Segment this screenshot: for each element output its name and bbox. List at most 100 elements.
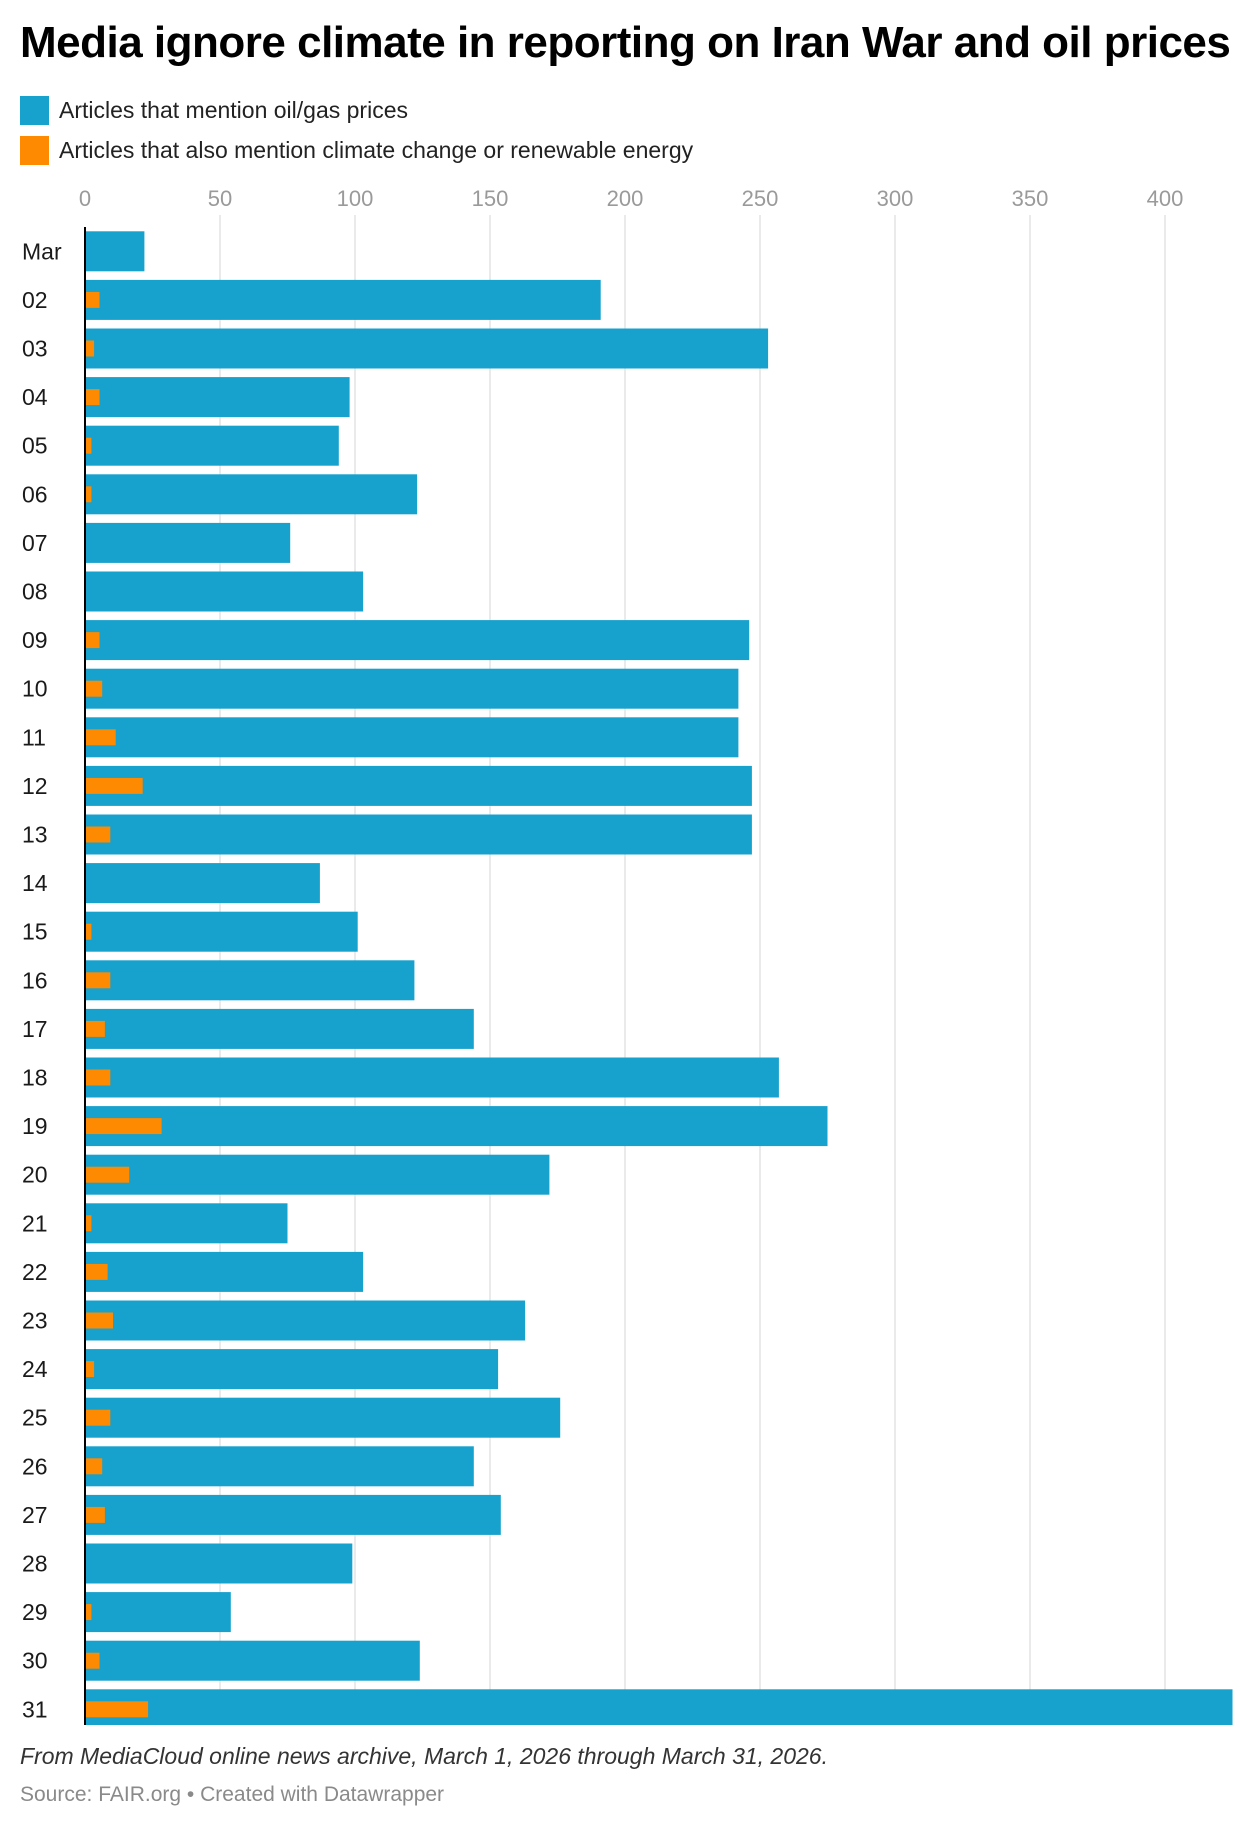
x-tick-label-0: 0 xyxy=(79,186,91,211)
bar-oil-26 xyxy=(85,1446,474,1487)
legend-swatch-oil xyxy=(20,95,49,125)
bar-climate-16 xyxy=(86,972,111,989)
bar-climate-06 xyxy=(86,486,92,503)
bar-oil-08 xyxy=(85,571,364,612)
bar-climate-29 xyxy=(86,1604,92,1621)
x-tick-label-200: 200 xyxy=(607,186,644,211)
category-label-11: 11 xyxy=(22,724,46,750)
chart-notes: From MediaCloud online news archive, Mar… xyxy=(20,1743,828,1769)
category-label-23: 23 xyxy=(22,1308,48,1334)
bar-climate-27 xyxy=(86,1506,105,1523)
x-tick-label-350: 350 xyxy=(1012,186,1049,211)
bar-oil-18 xyxy=(85,1057,779,1098)
bar-oil-21 xyxy=(85,1203,288,1244)
bar-climate-04 xyxy=(86,389,100,406)
bar-oil-15 xyxy=(85,911,358,952)
category-label-07: 07 xyxy=(22,530,48,556)
category-label-14: 14 xyxy=(22,870,48,896)
category-label-22: 22 xyxy=(22,1259,48,1285)
bar-oil-19 xyxy=(85,1106,828,1147)
bar-oil-16 xyxy=(85,960,415,1001)
bar-oil-29 xyxy=(85,1592,231,1633)
bar-climate-15 xyxy=(86,923,92,940)
bar-climate-17 xyxy=(86,1020,105,1037)
bar-climate-31 xyxy=(86,1701,149,1718)
bar-oil-11 xyxy=(85,717,739,758)
category-label-30: 30 xyxy=(22,1648,48,1674)
bar-oil-14 xyxy=(85,863,320,904)
bar-chart: 0 50 100 150 200 250 300 350 400 Mar 02 03 04 05 06 07 0… xyxy=(22,186,1233,1725)
x-tick-label-250: 250 xyxy=(742,186,779,211)
bar-oil-10 xyxy=(85,668,739,709)
category-label-29: 29 xyxy=(22,1599,48,1625)
category-label-21: 21 xyxy=(22,1210,48,1236)
legend-item-oil: Articles that mention oil/gas prices xyxy=(20,90,693,130)
bar-oil-25 xyxy=(85,1397,561,1438)
category-label-02: 02 xyxy=(22,287,48,313)
bar-oil-06 xyxy=(85,474,418,515)
bar-climate-02 xyxy=(86,291,100,308)
category-label-18: 18 xyxy=(22,1065,48,1091)
bar-climate-21 xyxy=(86,1215,92,1232)
bar-oil-17 xyxy=(85,1008,474,1049)
legend-label-oil: Articles that mention oil/gas prices xyxy=(59,96,408,123)
bar-climate-19 xyxy=(86,1118,162,1135)
bar-climate-09 xyxy=(86,632,100,649)
bar-oil-30 xyxy=(85,1640,420,1681)
bar-climate-10 xyxy=(86,680,103,697)
bar-climate-26 xyxy=(86,1458,103,1475)
category-label-03: 03 xyxy=(22,336,48,362)
bar-climate-05 xyxy=(86,437,92,454)
bar-oil-Mar xyxy=(85,231,145,272)
bar-oil-03 xyxy=(85,328,769,369)
legend: Articles that mention oil/gas prices Art… xyxy=(20,90,693,170)
category-label-16: 16 xyxy=(22,967,48,993)
category-label-19: 19 xyxy=(22,1113,48,1139)
legend-item-climate: Articles that also mention climate chang… xyxy=(20,130,693,170)
category-label-05: 05 xyxy=(22,433,48,459)
category-label-Mar: Mar xyxy=(22,238,62,264)
category-label-17: 17 xyxy=(22,1016,48,1042)
bar-oil-12 xyxy=(85,765,752,806)
bar-climate-30 xyxy=(86,1652,100,1669)
x-tick-label-100: 100 xyxy=(337,186,374,211)
bar-oil-28 xyxy=(85,1543,353,1584)
category-label-15: 15 xyxy=(22,919,48,945)
bar-oil-04 xyxy=(85,377,350,418)
category-label-13: 13 xyxy=(22,822,48,848)
category-label-08: 08 xyxy=(22,579,48,605)
bar-climate-20 xyxy=(86,1166,130,1183)
bar-climate-12 xyxy=(86,777,143,794)
bar-oil-09 xyxy=(85,620,750,661)
category-label-28: 28 xyxy=(22,1551,48,1577)
category-label-06: 06 xyxy=(22,481,48,507)
bar-oil-13 xyxy=(85,814,752,855)
bar-climate-24 xyxy=(86,1361,95,1378)
bar-climate-13 xyxy=(86,826,111,843)
bar-climate-11 xyxy=(86,729,116,746)
chart-title: Media ignore climate in reporting on Ira… xyxy=(20,18,1231,67)
category-label-20: 20 xyxy=(22,1162,48,1188)
x-tick-label-50: 50 xyxy=(208,186,232,211)
category-label-27: 27 xyxy=(22,1502,48,1528)
category-label-25: 25 xyxy=(22,1405,48,1431)
legend-swatch-climate xyxy=(20,135,49,165)
bar-oil-31 xyxy=(85,1689,1233,1725)
bar-oil-05 xyxy=(85,425,339,466)
bar-climate-22 xyxy=(86,1263,108,1280)
category-label-10: 10 xyxy=(22,676,48,702)
category-label-12: 12 xyxy=(22,773,48,799)
legend-label-climate: Articles that also mention climate chang… xyxy=(59,136,694,163)
bar-oil-20 xyxy=(85,1154,550,1195)
bar-oil-23 xyxy=(85,1300,526,1341)
x-tick-label-300: 300 xyxy=(877,186,914,211)
bar-climate-18 xyxy=(86,1069,111,1086)
bar-climate-25 xyxy=(86,1409,111,1426)
bar-climate-23 xyxy=(86,1312,113,1329)
x-tick-label-150: 150 xyxy=(472,186,509,211)
x-tick-label-400: 400 xyxy=(1147,186,1184,211)
category-label-31: 31 xyxy=(22,1696,48,1722)
bar-oil-27 xyxy=(85,1494,501,1535)
bar-climate-03 xyxy=(86,340,95,357)
bar-oil-22 xyxy=(85,1251,364,1292)
